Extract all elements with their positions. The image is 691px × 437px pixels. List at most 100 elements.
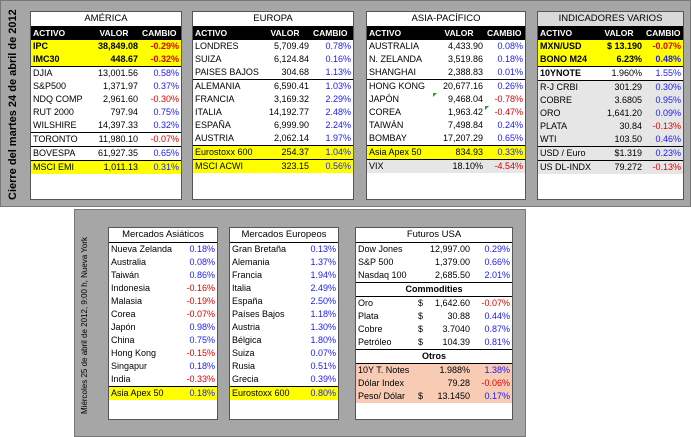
row-change: -0.33% bbox=[186, 374, 215, 384]
row-name: TAIWÁN bbox=[369, 120, 404, 130]
header-valor: VALOR bbox=[88, 26, 140, 40]
header-activo: ACTIVO bbox=[31, 26, 88, 40]
footer-change: 0.80% bbox=[300, 386, 338, 400]
row-name: Nueva Zelanda bbox=[111, 244, 173, 254]
row-value: 2,062.14 bbox=[273, 133, 309, 143]
row-name: España bbox=[232, 296, 263, 306]
row-value: 30.88 bbox=[447, 311, 470, 321]
row-name: Petróleo bbox=[358, 337, 392, 347]
row-change: 2.50% bbox=[310, 296, 336, 306]
row-change: 0.78% bbox=[325, 41, 352, 51]
row-value: 1,371.97 bbox=[102, 81, 138, 91]
row-name: Rusia bbox=[232, 361, 256, 371]
row-name: Cobre bbox=[358, 324, 383, 334]
row-value: 14,192.77 bbox=[268, 107, 309, 117]
row-name: 10YNOTE bbox=[538, 66, 594, 81]
row-change: -0.78% bbox=[494, 94, 523, 104]
row-change: 1.18% bbox=[310, 309, 336, 319]
header-activo: ACTIVO bbox=[538, 26, 594, 40]
row-name: IPC bbox=[31, 40, 88, 53]
row-change: 0.01% bbox=[497, 67, 523, 77]
row-name: Plata bbox=[358, 311, 379, 321]
footer-value: 79.272 bbox=[594, 160, 644, 174]
row-change: 1.97% bbox=[325, 133, 352, 143]
footer-name: Asia Apex 50 bbox=[109, 386, 179, 400]
row-change: 0.18% bbox=[497, 54, 523, 64]
indicadores-title: INDICADORES VARIOS bbox=[538, 12, 684, 27]
row-name: Japón bbox=[111, 322, 136, 332]
row-value: 448.67 bbox=[88, 53, 140, 67]
row-value: 6,590.41 bbox=[259, 79, 311, 93]
row-value: 5,709.49 bbox=[273, 41, 309, 51]
row-change: 0.30% bbox=[644, 80, 684, 94]
row-name: PAISES BAJOS bbox=[195, 67, 259, 77]
row-name: BONO M24 bbox=[538, 53, 594, 67]
row-name: Hong Kong bbox=[111, 348, 157, 358]
row-name: Suiza bbox=[232, 348, 255, 358]
row-value: 104.39 bbox=[442, 337, 470, 347]
row-change: 0.65% bbox=[140, 146, 181, 161]
row-value: 6,124.84 bbox=[273, 54, 309, 64]
row-name: Peso/ Dólar bbox=[356, 390, 416, 403]
row-name: FRANCIA bbox=[195, 94, 235, 104]
row-change: 1.37% bbox=[310, 257, 336, 267]
footer-name: MSCI EMI bbox=[31, 160, 88, 174]
row-value: 797.94 bbox=[110, 107, 138, 117]
row-name: Asia Apex 50 bbox=[367, 145, 433, 160]
row-name: BOMBAY bbox=[369, 133, 407, 143]
row-name: COBRE bbox=[538, 94, 594, 107]
row-value: 1,642.60 bbox=[434, 298, 470, 308]
row-name: S&P 500 bbox=[358, 257, 394, 267]
row-change: -0.06% bbox=[472, 377, 513, 390]
row-change: 0.51% bbox=[310, 361, 336, 371]
row-value: 14,397.33 bbox=[97, 120, 138, 130]
row-value: 3.7040 bbox=[442, 324, 470, 334]
row-name: SHANGHAI bbox=[369, 67, 417, 77]
row-change: 0.39% bbox=[310, 374, 336, 384]
row-name: ORO bbox=[538, 107, 594, 120]
row-name: NDQ COMP bbox=[33, 94, 83, 104]
row-value: 1.988% bbox=[428, 363, 472, 377]
row-name: SUIZA bbox=[195, 54, 222, 64]
row-change: -0.07% bbox=[644, 40, 684, 53]
row-change: -0.30% bbox=[150, 94, 179, 104]
header-cambio: CAMBIO bbox=[644, 26, 684, 40]
row-name: ALEMANIA bbox=[193, 79, 259, 93]
row-change: 0.24% bbox=[497, 120, 523, 130]
row-name: Corea bbox=[111, 309, 136, 319]
row-change: 0.08% bbox=[497, 41, 523, 51]
row-value: $1.319 bbox=[594, 146, 644, 161]
row-value: 4,433.90 bbox=[447, 41, 483, 51]
asiaticos-title: Mercados Asiáticos bbox=[109, 228, 217, 243]
row-change: 0.18% bbox=[189, 244, 215, 254]
row-name: R-J CRBI bbox=[538, 80, 594, 94]
row-change: 0.95% bbox=[644, 94, 684, 107]
row-name: AUSTRIA bbox=[195, 133, 235, 143]
row-change: 0.16% bbox=[325, 54, 352, 64]
footer-change: -0.13% bbox=[644, 160, 684, 174]
row-change: 0.48% bbox=[644, 53, 684, 67]
footer-change: 0.56% bbox=[311, 159, 354, 173]
row-change: 1.55% bbox=[644, 66, 684, 81]
row-name: WTI bbox=[538, 133, 594, 147]
asiaticos-table: Mercados Asiáticos Nueva Zelanda 0.18% Au… bbox=[108, 227, 218, 420]
row-name: ESPAÑA bbox=[195, 120, 231, 130]
row-value: 12,997.00 bbox=[430, 244, 471, 254]
row-name: Eurostoxx 600 bbox=[193, 145, 259, 160]
row-value: 254.37 bbox=[259, 145, 311, 160]
row-value: 13,001.56 bbox=[88, 66, 140, 80]
row-value: 301.29 bbox=[594, 80, 644, 94]
row-name: LONDRES bbox=[195, 41, 239, 51]
row-value: 2,685.50 bbox=[434, 270, 470, 280]
row-change: -0.07% bbox=[186, 309, 215, 319]
row-name: TORONTO bbox=[31, 132, 88, 147]
row-name: Grecia bbox=[232, 374, 259, 384]
asia-title: ASIA-PACÍFICO bbox=[367, 12, 525, 27]
header-cambio: CAMBIO bbox=[485, 26, 525, 40]
row-name: Países Bajos bbox=[232, 309, 285, 319]
row-name: India bbox=[111, 374, 131, 384]
row-name: Dow Jones bbox=[358, 244, 403, 254]
footer-name: MSCI ACWI bbox=[193, 159, 259, 173]
row-change: 0.98% bbox=[189, 322, 215, 332]
row-change: -0.47% bbox=[485, 106, 525, 119]
